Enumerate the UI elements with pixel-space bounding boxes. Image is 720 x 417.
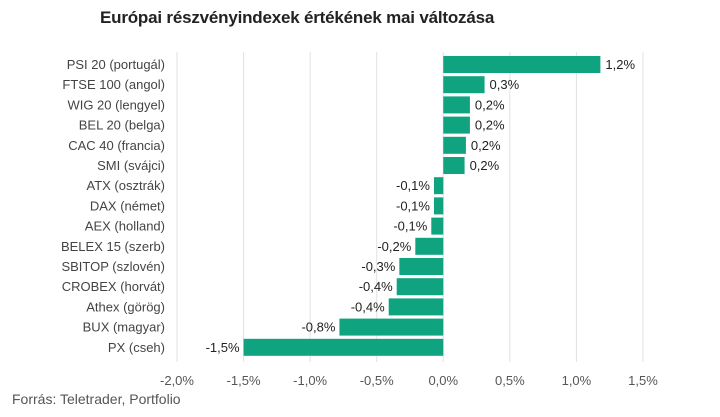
category-label: ATX (osztrák) [87, 178, 166, 193]
bar [399, 258, 444, 275]
x-tick-label: 1,0% [562, 373, 592, 388]
data-label: 1,2% [605, 57, 635, 72]
x-tick-label: -1,0% [293, 373, 327, 388]
category-labels: PSI 20 (portugál) FTSE 100 (angol) WIG 20 … [61, 57, 165, 355]
data-label: -0,1% [396, 198, 430, 213]
bar [415, 237, 444, 255]
category-label: BELEX 15 (szerb) [61, 239, 165, 254]
category-label: WIG 20 (lengyel) [67, 97, 165, 112]
bars [243, 56, 601, 356]
data-label: 0,3% [490, 77, 520, 92]
bar [443, 76, 485, 94]
category-label: Athex (görög) [86, 299, 165, 314]
x-tick-label: 0,5% [495, 373, 525, 388]
bar [443, 116, 470, 134]
category-label: CAC 40 (francia) [68, 138, 165, 153]
x-tick-label: 0,0% [428, 373, 458, 388]
bar [388, 298, 444, 316]
data-label: -0,4% [359, 279, 393, 294]
source-note: Forrás: Teletrader, Portfolio [12, 391, 181, 407]
data-labels: 1,2% 0,3% 0,2% 0,2% 0,2% 0,2% -0,1% -0,1% -0,1% -… [206, 57, 636, 355]
category-label: BUX (magyar) [83, 320, 165, 335]
bar [433, 197, 444, 215]
category-label: FTSE 100 (angol) [62, 77, 165, 92]
bar [431, 217, 444, 235]
x-tick-label: -2,0% [160, 373, 194, 388]
data-label: -1,5% [206, 340, 240, 355]
category-label: CROBEX (horvát) [62, 279, 165, 294]
data-label: 0,2% [470, 158, 500, 173]
data-label: -0,1% [396, 178, 430, 193]
bar [443, 96, 470, 114]
data-label: 0,2% [471, 138, 501, 153]
bar [443, 56, 601, 73]
data-label: -0,8% [301, 320, 335, 335]
bar [339, 318, 444, 336]
data-label: -0,2% [377, 239, 411, 254]
category-label: SMI (svájci) [97, 158, 165, 173]
category-label: PX (cseh) [108, 340, 165, 355]
x-tick-label: -0,5% [360, 373, 394, 388]
data-label: 0,2% [475, 97, 505, 112]
category-label: PSI 20 (portugál) [67, 57, 165, 72]
bar [396, 278, 444, 296]
bar [433, 177, 444, 195]
data-label: 0,2% [475, 118, 505, 133]
chart-title: Európai részvényindexek értékének mai vá… [100, 8, 495, 27]
category-label: BEL 20 (belga) [79, 118, 165, 133]
data-label: -0,3% [361, 259, 395, 274]
x-axis-tick-labels: -2,0% -1,5% -1,0% -0,5% 0,0% 0,5% 1,0% 1,5% [160, 373, 658, 388]
data-label: -0,1% [393, 219, 427, 234]
x-tick-label: 1,5% [628, 373, 658, 388]
x-tick-label: -1,5% [227, 373, 261, 388]
bar [243, 338, 444, 356]
category-label: SBITOP (szlovén) [61, 259, 165, 274]
category-label: AEX (holland) [85, 219, 165, 234]
category-label: DAX (német) [90, 198, 165, 213]
bar [443, 136, 466, 154]
data-label: -0,4% [351, 299, 385, 314]
bar [443, 157, 465, 174]
